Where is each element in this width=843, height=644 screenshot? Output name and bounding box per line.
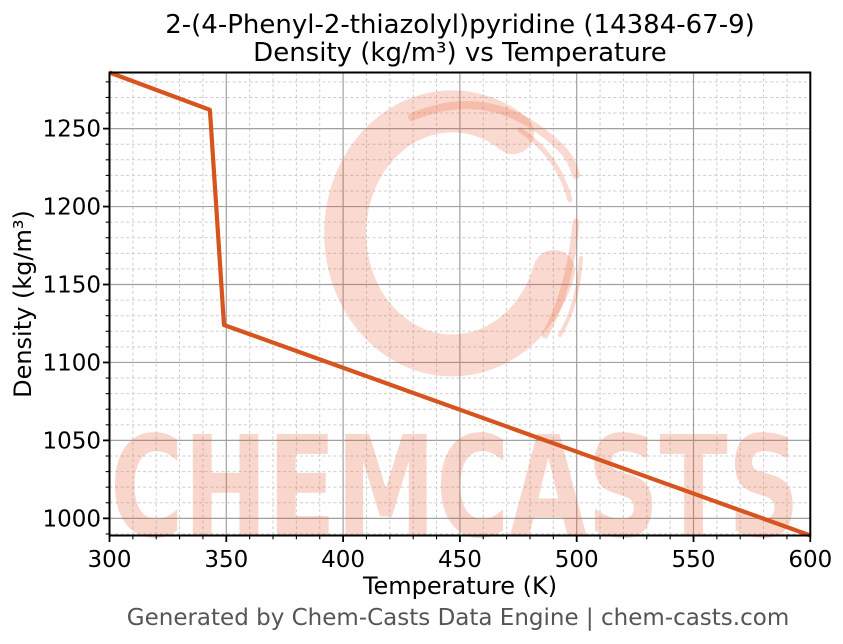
x-axis-label: Temperature (K) xyxy=(362,572,557,600)
chart-title-line1: 2-(4-Phenyl-2-thiazolyl)pyridine (14384-… xyxy=(165,10,755,40)
x-tick-label: 550 xyxy=(672,547,716,573)
chart-title-line2: Density (kg/m³) vs Temperature xyxy=(253,38,667,68)
x-tick-label: 350 xyxy=(204,547,248,573)
y-tick-label: 1000 xyxy=(42,506,101,532)
y-axis-label: Density (kg/m³) xyxy=(9,210,37,398)
watermark-logo-tail-icon xyxy=(541,218,580,339)
x-tick-label: 600 xyxy=(788,547,832,573)
y-tick-label: 1150 xyxy=(42,273,101,299)
density-line xyxy=(108,70,812,538)
x-tick-label: 300 xyxy=(88,547,132,573)
y-tick-label: 1050 xyxy=(42,428,101,454)
watermark-logo-swirl-icon xyxy=(517,127,573,203)
y-tick-label: 1250 xyxy=(42,117,101,143)
data-series xyxy=(108,70,812,538)
watermark-logo-swirl-icon xyxy=(408,101,580,179)
x-tick-label: 450 xyxy=(438,547,482,573)
watermark-text: CHEMCASTS xyxy=(110,407,800,570)
chemcasts-watermark: CHEMCASTS xyxy=(110,90,800,570)
axes: 300 350 400 450 500 550 600 1000 1050 1100 1150 120… xyxy=(42,71,832,573)
plot-border xyxy=(108,71,812,537)
watermark-logo-ring-icon xyxy=(324,90,575,377)
footer-credit: Generated by Chem-Casts Data Engine | ch… xyxy=(126,605,790,631)
y-tick-label: 1100 xyxy=(42,350,101,376)
x-tick-label: 500 xyxy=(555,547,599,573)
watermark-logo-tail-icon xyxy=(558,256,583,337)
x-tick-label: 400 xyxy=(321,547,365,573)
y-tick-label: 1200 xyxy=(42,195,101,221)
